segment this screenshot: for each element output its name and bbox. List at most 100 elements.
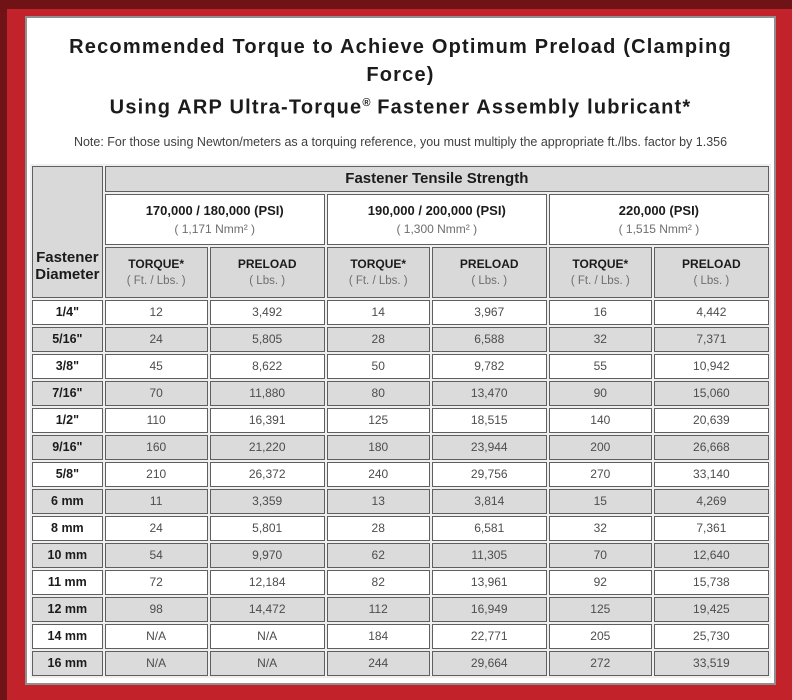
diameter-cell: 9/16" bbox=[32, 434, 103, 460]
diameter-cell: 10 mm bbox=[32, 542, 103, 568]
preload-column-header: PRELOAD ( Lbs. ) bbox=[653, 246, 769, 298]
torque-unit-label: ( Ft. / Lbs. ) bbox=[570, 275, 630, 288]
value-cell: 3,967 bbox=[431, 299, 547, 325]
table-row: 12 mm 98 14,472 112 16,949 125 19,425 bbox=[32, 596, 769, 622]
value-cell: 28 bbox=[326, 515, 430, 541]
value-cell: 110 bbox=[104, 407, 208, 433]
value-cell: 80 bbox=[326, 380, 430, 406]
value-cell: 11,880 bbox=[209, 380, 325, 406]
value-cell: 18,515 bbox=[431, 407, 547, 433]
table-row: 1/2" 110 16,391 125 18,515 140 20,639 bbox=[32, 407, 769, 433]
maroon-edge-top bbox=[0, 0, 792, 9]
value-cell: 4,442 bbox=[653, 299, 769, 325]
value-cell: N/A bbox=[104, 623, 208, 649]
value-cell: 205 bbox=[548, 623, 652, 649]
table-row: 5/8" 210 26,372 240 29,756 270 33,140 bbox=[32, 461, 769, 487]
value-cell: 140 bbox=[548, 407, 652, 433]
value-cell: 3,359 bbox=[209, 488, 325, 514]
tensile-strength-header-row: Fastener Diameter Fastener Tensile Stren… bbox=[32, 165, 769, 298]
value-cell: 50 bbox=[326, 353, 430, 379]
torque-unit-label: ( Ft. / Lbs. ) bbox=[126, 275, 186, 288]
value-cell: 29,756 bbox=[431, 461, 547, 487]
value-cell: 10,942 bbox=[653, 353, 769, 379]
value-cell: 200 bbox=[548, 434, 652, 460]
value-cell: 272 bbox=[548, 650, 652, 676]
diameter-cell: 16 mm bbox=[32, 650, 103, 676]
diameter-cell: 8 mm bbox=[32, 515, 103, 541]
psi-header-row: 170,000 / 180,000 (PSI) ( 1,171 Nmm² ) 1… bbox=[32, 193, 769, 245]
value-cell: 11 bbox=[104, 488, 208, 514]
conversion-note: Note: For those using Newton/meters as a… bbox=[73, 134, 728, 149]
value-cell: 24 bbox=[104, 326, 208, 352]
value-cell: 15 bbox=[548, 488, 652, 514]
value-cell: 28 bbox=[326, 326, 430, 352]
value-cell: 13 bbox=[326, 488, 430, 514]
value-cell: N/A bbox=[209, 623, 325, 649]
value-cell: 15,738 bbox=[653, 569, 769, 595]
psi-group-cell: 220,000 (PSI) ( 1,515 Nmm² ) bbox=[548, 193, 769, 245]
value-cell: 125 bbox=[326, 407, 430, 433]
value-cell: 92 bbox=[548, 569, 652, 595]
diameter-cell: 7/16" bbox=[32, 380, 103, 406]
value-cell: 70 bbox=[104, 380, 208, 406]
value-cell: 7,361 bbox=[653, 515, 769, 541]
value-cell: 13,961 bbox=[431, 569, 547, 595]
value-cell: N/A bbox=[209, 650, 325, 676]
registered-trademark-symbol: ® bbox=[362, 97, 371, 109]
table-row: 5/16" 24 5,805 28 6,588 32 7,371 bbox=[32, 326, 769, 352]
document-panel: Recommended Torque to Achieve Optimum Pr… bbox=[25, 16, 776, 685]
value-cell: 7,371 bbox=[653, 326, 769, 352]
table-row: 11 mm 72 12,184 82 13,961 92 15,738 bbox=[32, 569, 769, 595]
torque-column-header: TORQUE* ( Ft. / Lbs. ) bbox=[548, 246, 652, 298]
torque-table: Fastener Diameter Fastener Tensile Stren… bbox=[30, 164, 771, 678]
maroon-edge-left bbox=[0, 0, 7, 700]
value-cell: 23,944 bbox=[431, 434, 547, 460]
diameter-cell: 5/8" bbox=[32, 461, 103, 487]
value-cell: 45 bbox=[104, 353, 208, 379]
table-row: 14 mm N/A N/A 184 22,771 205 25,730 bbox=[32, 623, 769, 649]
nmm-subtext: ( 1,171 Nmm² ) bbox=[174, 221, 256, 236]
value-cell: 14 bbox=[326, 299, 430, 325]
value-cell: 14,472 bbox=[209, 596, 325, 622]
value-cell: 210 bbox=[104, 461, 208, 487]
value-cell: 26,372 bbox=[209, 461, 325, 487]
diameter-cell: 3/8" bbox=[32, 353, 103, 379]
value-cell: 160 bbox=[104, 434, 208, 460]
value-cell: 4,269 bbox=[653, 488, 769, 514]
value-cell: N/A bbox=[104, 650, 208, 676]
tensile-strength-header-cell: Fastener Tensile Strength bbox=[104, 165, 769, 192]
torque-column-header: TORQUE* ( Ft. / Lbs. ) bbox=[104, 246, 208, 298]
table-row: 10 mm 54 9,970 62 11,305 70 12,640 bbox=[32, 542, 769, 568]
preload-unit-label: ( Lbs. ) bbox=[471, 275, 508, 288]
table-row: 6 mm 11 3,359 13 3,814 15 4,269 bbox=[32, 488, 769, 514]
diameter-cell: 14 mm bbox=[32, 623, 103, 649]
torque-column-header: TORQUE* ( Ft. / Lbs. ) bbox=[326, 246, 430, 298]
value-cell: 54 bbox=[104, 542, 208, 568]
page-title: Recommended Torque to Achieve Optimum Pr… bbox=[35, 33, 766, 122]
value-cell: 55 bbox=[548, 353, 652, 379]
value-cell: 3,814 bbox=[431, 488, 547, 514]
value-cell: 6,581 bbox=[431, 515, 547, 541]
value-cell: 9,970 bbox=[209, 542, 325, 568]
diameter-cell: 1/2" bbox=[32, 407, 103, 433]
preload-column-header: PRELOAD ( Lbs. ) bbox=[209, 246, 325, 298]
value-cell: 12,640 bbox=[653, 542, 769, 568]
preload-column-header: PRELOAD ( Lbs. ) bbox=[431, 246, 547, 298]
value-cell: 26,668 bbox=[653, 434, 769, 460]
value-cell: 32 bbox=[548, 326, 652, 352]
value-cell: 24 bbox=[104, 515, 208, 541]
diameter-cell: 6 mm bbox=[32, 488, 103, 514]
table-row: 7/16" 70 11,880 80 13,470 90 15,060 bbox=[32, 380, 769, 406]
value-cell: 125 bbox=[548, 596, 652, 622]
value-cell: 270 bbox=[548, 461, 652, 487]
value-cell: 82 bbox=[326, 569, 430, 595]
value-cell: 16,391 bbox=[209, 407, 325, 433]
diameter-cell: 11 mm bbox=[32, 569, 103, 595]
table-row: 9/16" 160 21,220 180 23,944 200 26,668 bbox=[32, 434, 769, 460]
value-cell: 184 bbox=[326, 623, 430, 649]
value-cell: 240 bbox=[326, 461, 430, 487]
fastener-diameter-header-cell: Fastener Diameter bbox=[32, 165, 103, 298]
value-cell: 5,805 bbox=[209, 326, 325, 352]
value-cell: 6,588 bbox=[431, 326, 547, 352]
